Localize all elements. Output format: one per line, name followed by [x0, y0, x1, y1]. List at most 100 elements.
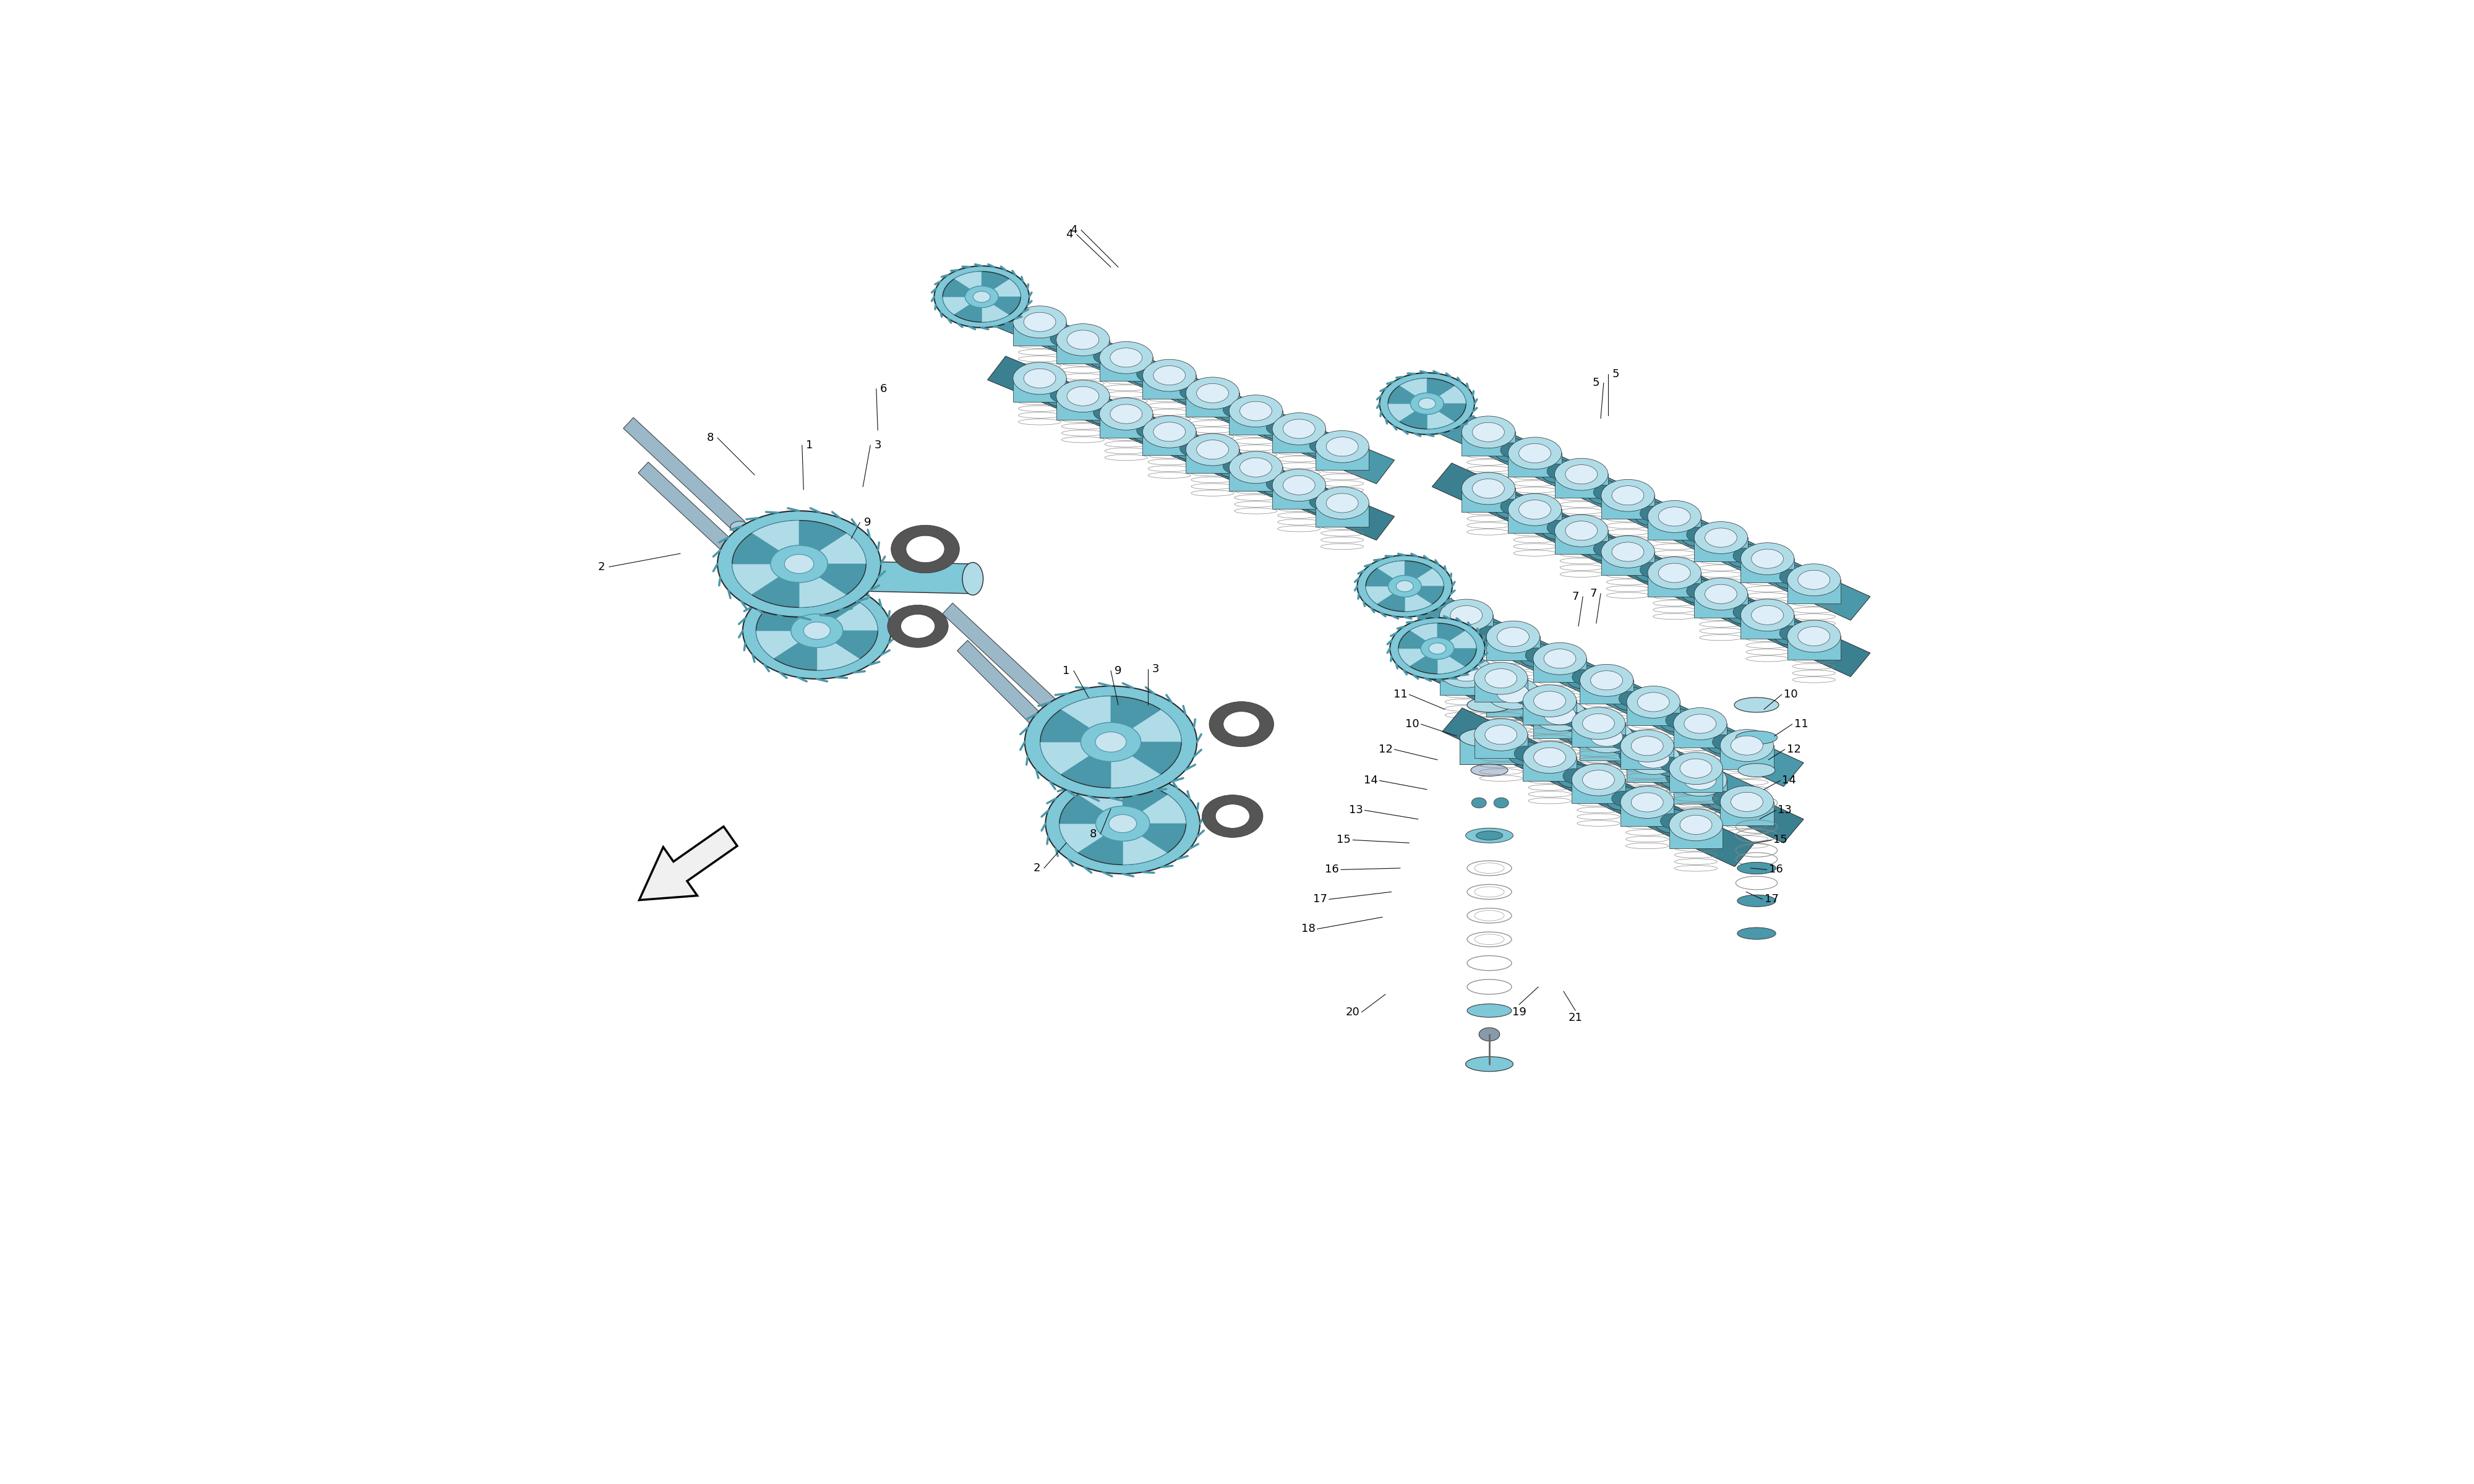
Ellipse shape [1450, 662, 1482, 681]
Text: 16: 16 [1769, 864, 1784, 876]
Ellipse shape [1284, 475, 1316, 494]
Ellipse shape [1098, 341, 1153, 374]
Text: 1: 1 [807, 439, 814, 451]
Ellipse shape [1472, 797, 1487, 807]
Ellipse shape [757, 591, 878, 671]
Ellipse shape [1430, 643, 1445, 654]
Polygon shape [1378, 561, 1405, 579]
Ellipse shape [972, 291, 990, 303]
Ellipse shape [1732, 548, 1757, 562]
Ellipse shape [901, 614, 935, 638]
Ellipse shape [1259, 416, 1296, 439]
Ellipse shape [1024, 368, 1056, 387]
Polygon shape [1437, 656, 1465, 674]
Ellipse shape [1732, 604, 1757, 619]
Ellipse shape [1680, 522, 1714, 546]
Ellipse shape [1143, 416, 1195, 448]
Polygon shape [1059, 824, 1103, 853]
Ellipse shape [1098, 398, 1153, 430]
Polygon shape [1509, 509, 1561, 533]
Ellipse shape [905, 536, 945, 562]
Ellipse shape [1450, 605, 1482, 625]
Ellipse shape [1304, 490, 1338, 513]
Ellipse shape [1719, 730, 1774, 761]
Polygon shape [752, 521, 799, 551]
Polygon shape [1620, 745, 1675, 769]
Text: 13: 13 [1348, 804, 1363, 816]
Text: 6: 6 [881, 383, 888, 395]
Ellipse shape [1460, 727, 1519, 746]
Polygon shape [1571, 723, 1625, 746]
Ellipse shape [1479, 626, 1502, 641]
Text: 11: 11 [1794, 718, 1808, 730]
Polygon shape [1571, 779, 1625, 803]
Polygon shape [1442, 708, 1754, 867]
Ellipse shape [784, 555, 814, 573]
Ellipse shape [1197, 383, 1230, 402]
Polygon shape [1628, 702, 1680, 726]
Text: 18: 18 [1301, 923, 1316, 935]
Ellipse shape [717, 510, 881, 617]
Polygon shape [1742, 558, 1794, 582]
Polygon shape [1581, 680, 1633, 703]
Polygon shape [1410, 623, 1437, 641]
Polygon shape [1670, 767, 1722, 792]
Ellipse shape [1779, 626, 1801, 641]
Polygon shape [1719, 745, 1774, 769]
Ellipse shape [1465, 828, 1514, 843]
Ellipse shape [1326, 493, 1358, 512]
Ellipse shape [1618, 748, 1640, 763]
Polygon shape [1534, 714, 1586, 739]
Polygon shape [1143, 432, 1195, 456]
Text: 14: 14 [1363, 775, 1378, 787]
Ellipse shape [1499, 499, 1524, 513]
Polygon shape [1601, 551, 1655, 576]
Text: 11: 11 [1393, 689, 1408, 700]
Ellipse shape [1672, 708, 1727, 741]
Ellipse shape [1687, 583, 1710, 598]
Ellipse shape [1571, 708, 1625, 739]
Polygon shape [1039, 742, 1089, 775]
Polygon shape [1524, 757, 1576, 781]
Ellipse shape [1566, 665, 1601, 689]
Ellipse shape [1611, 791, 1633, 806]
Ellipse shape [1526, 649, 1549, 663]
Ellipse shape [769, 545, 829, 583]
Ellipse shape [1620, 787, 1675, 818]
Ellipse shape [1390, 617, 1484, 680]
Ellipse shape [1222, 459, 1244, 473]
Ellipse shape [1514, 690, 1536, 705]
Polygon shape [1475, 735, 1529, 758]
Polygon shape [1398, 649, 1425, 666]
Ellipse shape [1571, 669, 1593, 684]
Polygon shape [1475, 678, 1529, 702]
Polygon shape [987, 300, 1395, 484]
Ellipse shape [1556, 708, 1591, 732]
Ellipse shape [1670, 809, 1722, 841]
Ellipse shape [1727, 543, 1761, 567]
Ellipse shape [1465, 1057, 1514, 1071]
Ellipse shape [1752, 605, 1784, 625]
Polygon shape [1056, 340, 1111, 364]
Ellipse shape [1672, 764, 1727, 797]
Ellipse shape [1096, 806, 1150, 841]
Polygon shape [1432, 463, 1870, 677]
Ellipse shape [1304, 433, 1338, 457]
Polygon shape [1554, 473, 1608, 497]
Ellipse shape [1173, 380, 1210, 404]
Ellipse shape [1185, 377, 1239, 410]
Polygon shape [1230, 467, 1282, 491]
Ellipse shape [1398, 623, 1477, 674]
Ellipse shape [1316, 430, 1368, 463]
Ellipse shape [1479, 1027, 1499, 1040]
Ellipse shape [792, 614, 844, 647]
Ellipse shape [1462, 472, 1514, 505]
Ellipse shape [1593, 542, 1616, 556]
Ellipse shape [943, 272, 1022, 322]
Polygon shape [1620, 801, 1675, 825]
Ellipse shape [1541, 460, 1576, 484]
Polygon shape [799, 577, 846, 607]
Ellipse shape [1732, 736, 1764, 755]
Ellipse shape [1653, 752, 1690, 776]
Ellipse shape [1012, 306, 1066, 338]
